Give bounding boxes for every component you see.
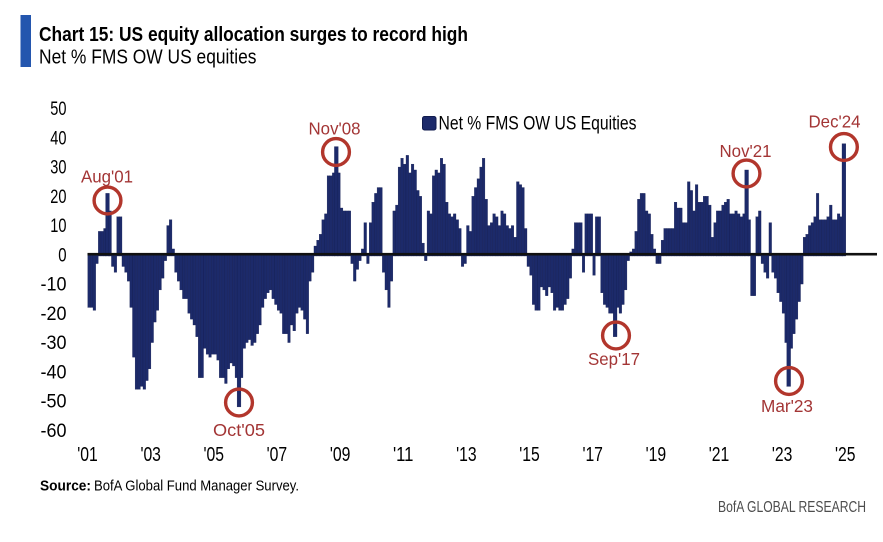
svg-text:'11: '11 (393, 444, 414, 466)
svg-text:-50: -50 (41, 392, 67, 413)
svg-text:40: 40 (50, 129, 66, 150)
svg-text:Mar'23: Mar'23 (761, 396, 813, 416)
svg-text:-40: -40 (41, 362, 67, 383)
svg-text:'07: '07 (267, 444, 288, 466)
svg-text:Sep'17: Sep'17 (588, 349, 640, 369)
svg-text:'17: '17 (582, 444, 603, 466)
svg-text:'25: '25 (835, 444, 856, 466)
svg-text:30: 30 (50, 158, 66, 179)
svg-text:Nov'08: Nov'08 (309, 119, 361, 139)
svg-text:'13: '13 (456, 444, 477, 466)
svg-text:-30: -30 (41, 333, 67, 354)
svg-text:Net % FMS OW US Equities: Net % FMS OW US Equities (439, 114, 637, 135)
svg-text:-20: -20 (41, 304, 67, 325)
svg-text:Aug'01: Aug'01 (81, 167, 133, 187)
svg-text:'15: '15 (519, 444, 540, 466)
svg-text:'09: '09 (330, 444, 351, 466)
svg-text:-60: -60 (41, 421, 67, 442)
svg-text:BofA GLOBAL RESEARCH: BofA GLOBAL RESEARCH (718, 499, 866, 516)
svg-text:Chart 15: US equity allocation: Chart 15: US equity allocation surges to… (39, 23, 468, 46)
svg-text:'19: '19 (646, 444, 667, 466)
svg-text:'01: '01 (77, 444, 98, 466)
svg-text:'23: '23 (772, 444, 793, 466)
svg-text:BofA Global Fund Manager Surve: BofA Global Fund Manager Survey. (94, 477, 299, 494)
svg-text:0: 0 (58, 245, 66, 266)
svg-text:'03: '03 (140, 444, 161, 466)
svg-text:-10: -10 (41, 275, 67, 296)
svg-text:'05: '05 (204, 444, 225, 466)
svg-text:Source:: Source: (40, 477, 91, 494)
svg-text:50: 50 (50, 99, 66, 120)
svg-text:Nov'21: Nov'21 (720, 141, 772, 161)
svg-text:10: 10 (50, 216, 66, 237)
svg-text:Net % FMS OW US equities: Net % FMS OW US equities (39, 47, 257, 69)
svg-text:20: 20 (50, 187, 66, 208)
svg-text:Oct'05: Oct'05 (213, 420, 265, 440)
svg-text:'21: '21 (709, 444, 730, 466)
svg-text:Dec'24: Dec'24 (809, 112, 861, 132)
